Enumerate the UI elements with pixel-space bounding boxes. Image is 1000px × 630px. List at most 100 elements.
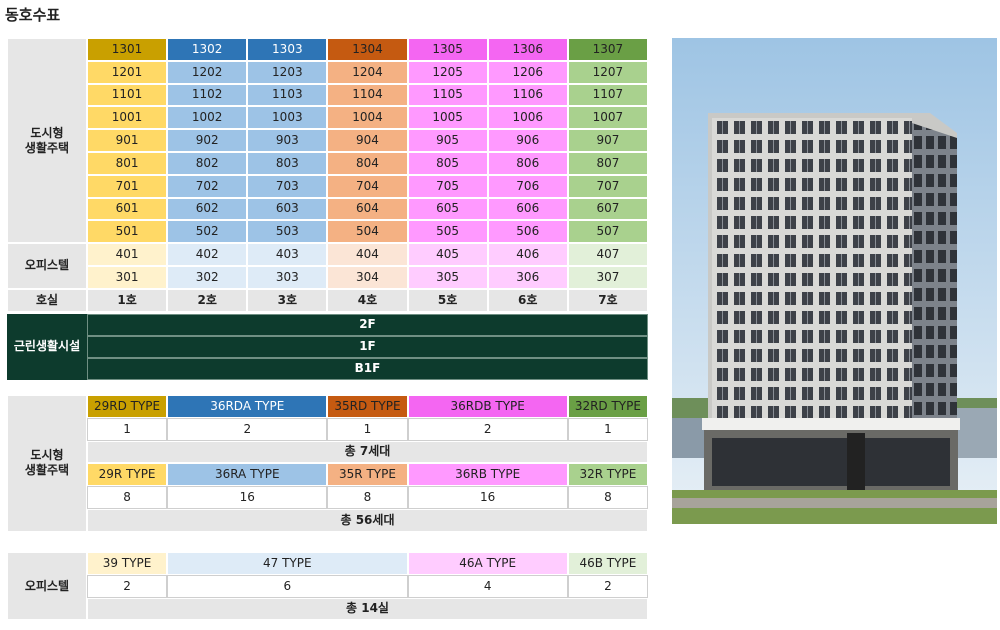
type-name: 35RD TYPE <box>327 395 408 418</box>
unit-cell: 402 <box>167 243 248 266</box>
unit-cell: 506 <box>487 220 568 244</box>
type-count: 16 <box>167 486 328 509</box>
unit-cell: 907 <box>567 129 648 152</box>
unit-cell: 1307 <box>567 38 648 61</box>
type-count: 8 <box>87 486 168 509</box>
type-name: 39 TYPE <box>87 552 168 575</box>
type-count: 8 <box>567 486 648 509</box>
unit-cell: 605 <box>407 197 488 221</box>
summary-label: 도시형 생활주택 <box>7 395 87 532</box>
unit-cell: 603 <box>247 197 328 221</box>
unit-column-label: 5호 <box>407 288 488 312</box>
unit-cell: 707 <box>567 174 648 198</box>
unit-cell: 1105 <box>407 83 488 107</box>
unit-cell: 902 <box>167 129 248 152</box>
type-total: 총 56세대 <box>87 509 648 532</box>
unit-cell: 704 <box>327 174 408 198</box>
unit-cell: 601 <box>87 197 168 221</box>
unit-cell: 304 <box>327 266 408 289</box>
page-title: 동호수표 <box>5 6 61 24</box>
unit-cell: 606 <box>487 197 568 221</box>
unit-cell: 405 <box>407 243 488 266</box>
type-name: 47 TYPE <box>167 552 408 575</box>
type-total: 총 14실 <box>87 597 648 621</box>
unit-column-label: 2호 <box>167 288 248 312</box>
unit-cell: 901 <box>87 129 168 152</box>
type-count: 8 <box>327 486 408 509</box>
unit-cell: 1101 <box>87 83 168 107</box>
unit-cell: 906 <box>487 129 568 152</box>
unit-column-label: 3호 <box>247 288 328 312</box>
footer-label: 호실 <box>7 288 87 312</box>
unit-cell: 302 <box>167 266 248 289</box>
type-total: 총 7세대 <box>87 440 648 464</box>
unit-cell: 503 <box>247 220 328 244</box>
unit-cell: 1303 <box>247 38 328 61</box>
unit-cell: 305 <box>407 266 488 289</box>
unit-cell: 703 <box>247 174 328 198</box>
type-count: 2 <box>87 574 168 598</box>
unit-cell: 1102 <box>167 83 248 107</box>
unit-cell: 406 <box>487 243 568 266</box>
unit-cell: 702 <box>167 174 248 198</box>
section-label: 오피스텔 <box>7 243 87 289</box>
type-name: 46A TYPE <box>407 552 568 575</box>
unit-cell: 1007 <box>567 106 648 130</box>
unit-cell: 502 <box>167 220 248 244</box>
unit-column-label: 4호 <box>327 288 408 312</box>
unit-cell: 1205 <box>407 60 488 84</box>
unit-cell: 1206 <box>487 60 568 84</box>
unit-cell: 1202 <box>167 60 248 84</box>
unit-cell: 804 <box>327 152 408 175</box>
floor-cell: 2F <box>87 313 648 336</box>
unit-cell: 1106 <box>487 83 568 107</box>
floor-cell: B1F <box>87 357 648 380</box>
type-name: 46B TYPE <box>567 552 648 575</box>
unit-cell: 1004 <box>327 106 408 130</box>
type-count: 16 <box>407 486 568 509</box>
unit-cell: 807 <box>567 152 648 175</box>
type-name: 36RA TYPE <box>167 463 328 487</box>
unit-column-label: 7호 <box>567 288 648 312</box>
unit-cell: 604 <box>327 197 408 221</box>
type-name: 32RD TYPE <box>567 395 648 418</box>
unit-cell: 1001 <box>87 106 168 130</box>
type-count: 1 <box>567 417 648 441</box>
unit-column-label: 1호 <box>87 288 168 312</box>
unit-cell: 303 <box>247 266 328 289</box>
unit-cell: 903 <box>247 129 328 152</box>
unit-cell: 504 <box>327 220 408 244</box>
floor-cell: 1F <box>87 335 648 358</box>
unit-cell: 505 <box>407 220 488 244</box>
building-photo <box>672 38 997 524</box>
unit-cell: 803 <box>247 152 328 175</box>
type-count: 1 <box>327 417 408 441</box>
type-count: 6 <box>167 574 408 598</box>
unit-cell: 706 <box>487 174 568 198</box>
unit-cell: 301 <box>87 266 168 289</box>
type-count: 2 <box>407 417 568 441</box>
type-name: 36RB TYPE <box>407 463 568 487</box>
unit-cell: 1005 <box>407 106 488 130</box>
unit-cell: 805 <box>407 152 488 175</box>
type-count: 1 <box>87 417 168 441</box>
type-name: 36RDB TYPE <box>407 395 568 418</box>
unit-cell: 1103 <box>247 83 328 107</box>
type-name: 35R TYPE <box>327 463 408 487</box>
unit-cell: 1201 <box>87 60 168 84</box>
type-name: 29R TYPE <box>87 463 168 487</box>
type-name: 32R TYPE <box>567 463 648 487</box>
unit-cell: 401 <box>87 243 168 266</box>
unit-cell: 904 <box>327 129 408 152</box>
unit-cell: 1306 <box>487 38 568 61</box>
unit-cell: 306 <box>487 266 568 289</box>
unit-cell: 1204 <box>327 60 408 84</box>
unit-cell: 607 <box>567 197 648 221</box>
unit-cell: 1304 <box>327 38 408 61</box>
unit-cell: 1003 <box>247 106 328 130</box>
type-count: 4 <box>407 574 568 598</box>
unit-cell: 1104 <box>327 83 408 107</box>
unit-cell: 1305 <box>407 38 488 61</box>
unit-cell: 404 <box>327 243 408 266</box>
unit-cell: 701 <box>87 174 168 198</box>
